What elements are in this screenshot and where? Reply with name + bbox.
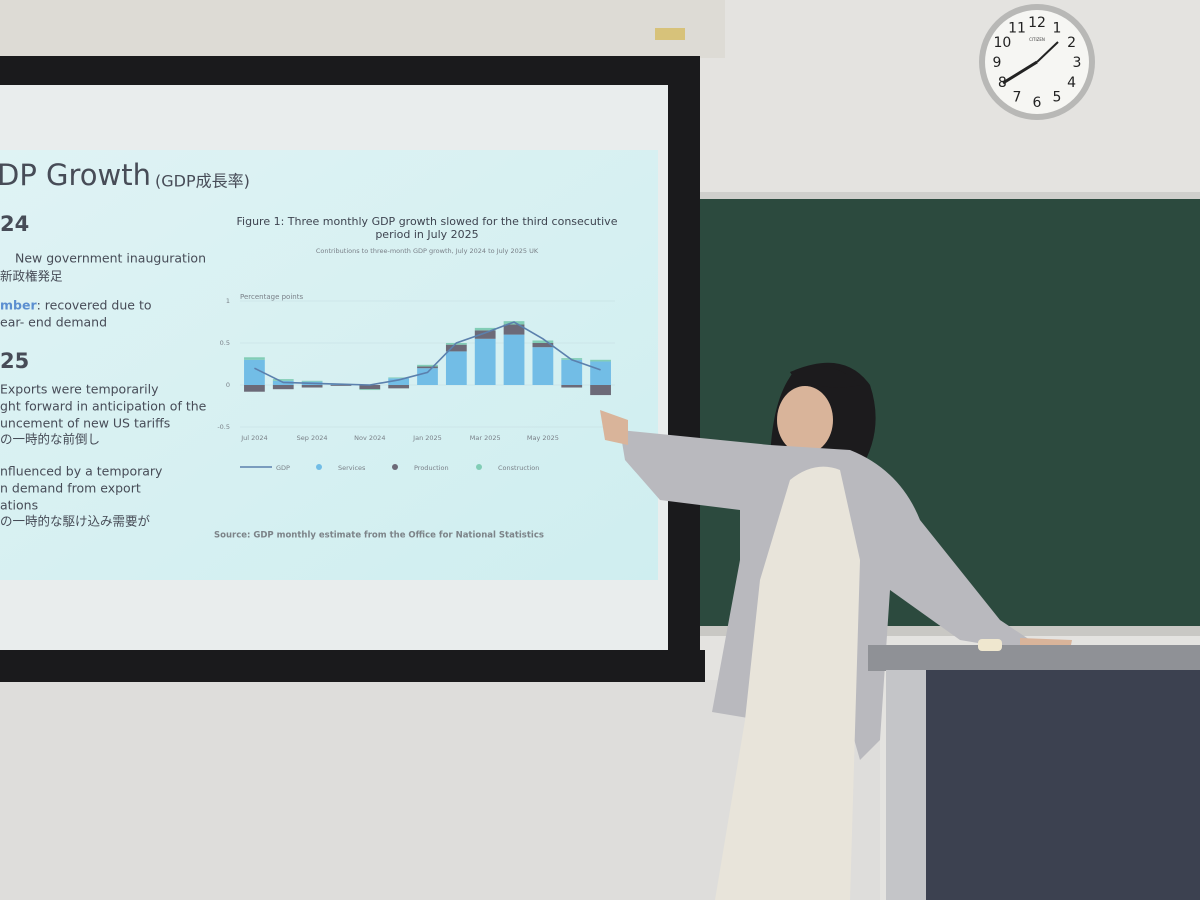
legend-swatch bbox=[392, 464, 398, 470]
bar-segment bbox=[417, 368, 438, 385]
clock-numeral: 11 bbox=[1008, 20, 1026, 36]
clock-numeral: 2 bbox=[1067, 35, 1076, 51]
bar-segment bbox=[474, 327, 496, 331]
bullet-text: uncement of new US tariffs bbox=[0, 416, 170, 431]
clock-numeral: 9 bbox=[993, 55, 1002, 71]
bar-segment bbox=[532, 343, 554, 348]
clock-numeral: 12 bbox=[1028, 15, 1046, 31]
presenter bbox=[600, 362, 1072, 900]
section-heading: 24 bbox=[0, 212, 29, 236]
bar-segment bbox=[532, 340, 554, 343]
bar-segment bbox=[388, 378, 410, 385]
bar-segment bbox=[503, 324, 525, 335]
slide-source: Source: GDP monthly estimate from the Of… bbox=[214, 531, 544, 541]
bar-segment bbox=[388, 377, 410, 379]
bar-segment bbox=[561, 385, 583, 388]
screen-top-band bbox=[0, 56, 700, 86]
clock-numeral: 4 bbox=[1067, 75, 1076, 91]
bullet-text: mber bbox=[0, 298, 37, 313]
y-axis-label: Percentage points bbox=[240, 293, 303, 301]
bar-segment bbox=[244, 357, 265, 360]
bar-segment bbox=[590, 361, 611, 385]
clock-numeral: 1 bbox=[1053, 20, 1062, 36]
screen-bottom-band bbox=[0, 650, 705, 682]
bullet-text: New government inauguration bbox=[15, 251, 206, 266]
y-tick-label: -0.5 bbox=[217, 423, 230, 431]
legend-label: Production bbox=[414, 464, 449, 472]
slide-title-note: (GDP成長率) bbox=[155, 172, 250, 191]
y-tick-label: 0.5 bbox=[220, 339, 230, 347]
legend-swatch bbox=[476, 464, 482, 470]
clock-numeral: 10 bbox=[993, 35, 1011, 51]
bullet-text: nfluenced by a temporary bbox=[0, 464, 163, 479]
bar-segment bbox=[272, 385, 294, 390]
bar-segment bbox=[474, 338, 496, 385]
podium bbox=[868, 639, 1200, 900]
bar-segment bbox=[359, 389, 381, 391]
bar-segment bbox=[532, 347, 554, 385]
x-tick-label: Sep 2024 bbox=[297, 434, 328, 442]
figure-title: Figure 1: Three monthly GDP growth slowe… bbox=[237, 215, 618, 228]
x-tick-label: Mar 2025 bbox=[470, 434, 501, 442]
y-tick-label: 1 bbox=[226, 297, 230, 305]
bar-segment bbox=[301, 385, 323, 388]
legend-label: Services bbox=[338, 464, 366, 472]
legend-label: GDP bbox=[276, 464, 290, 472]
bar-segment bbox=[301, 380, 323, 382]
bar-segment bbox=[244, 385, 265, 392]
bar-segment bbox=[244, 359, 265, 385]
screen-side-band bbox=[668, 56, 700, 682]
legend-label: Construction bbox=[498, 464, 539, 472]
bar-segment bbox=[474, 330, 496, 339]
clock-numeral: 5 bbox=[1053, 90, 1062, 106]
bullet-text: n demand from export bbox=[0, 481, 141, 496]
bullet-text: 新政権発足 bbox=[0, 269, 63, 284]
bar-segment bbox=[272, 379, 294, 381]
clock-numeral: 7 bbox=[1013, 90, 1022, 106]
bullet-text: の一時的な前倒し bbox=[0, 432, 100, 447]
bar-segment bbox=[561, 359, 583, 385]
x-tick-label: May 2025 bbox=[527, 434, 559, 442]
gdp-line bbox=[254, 321, 601, 386]
bar-segment bbox=[388, 385, 410, 389]
clock-brand: CITIZEN bbox=[1029, 37, 1045, 42]
legend-swatch bbox=[316, 464, 322, 470]
figure-subtitle: Contributions to three-month GDP growth,… bbox=[316, 247, 539, 255]
section-heading: 25 bbox=[0, 349, 29, 373]
slide-title: DP Growth bbox=[0, 158, 151, 192]
clock-numeral: 3 bbox=[1073, 55, 1082, 71]
bar-segment bbox=[417, 366, 438, 369]
clock-numeral: 8 bbox=[998, 75, 1007, 91]
housing-label bbox=[655, 28, 685, 40]
board-rail bbox=[698, 192, 1200, 200]
slide-content: DP Growth (GDP成長率) 24 New government inaugu… bbox=[0, 158, 618, 541]
bullet-text: ations bbox=[0, 498, 38, 513]
x-tick-label: Jan 2025 bbox=[412, 434, 442, 442]
clock-numeral: 6 bbox=[1033, 95, 1042, 111]
bullet-text: ear- end demand bbox=[0, 315, 107, 330]
bar-segment bbox=[445, 344, 467, 352]
figure-title: period in July 2025 bbox=[375, 228, 478, 241]
bullet-text: Exports were temporarily bbox=[0, 382, 159, 397]
bullet-text: の一時的な駆け込み需要が bbox=[0, 514, 151, 529]
bar-segment bbox=[359, 385, 381, 390]
bullet-text: ght forward in anticipation of the bbox=[0, 399, 207, 414]
screen-housing bbox=[0, 0, 725, 58]
bar-segment bbox=[417, 364, 438, 367]
bar-segment bbox=[503, 334, 525, 385]
bullet-text: : recovered due to bbox=[37, 298, 152, 313]
bar-segment bbox=[590, 385, 611, 396]
bar-segment bbox=[445, 351, 467, 385]
bar-segment bbox=[590, 359, 611, 362]
y-tick-label: 0 bbox=[226, 381, 230, 389]
x-tick-label: Nov 2024 bbox=[354, 434, 385, 442]
x-tick-label: Jul 2024 bbox=[240, 434, 267, 442]
bar-segment bbox=[330, 385, 352, 386]
